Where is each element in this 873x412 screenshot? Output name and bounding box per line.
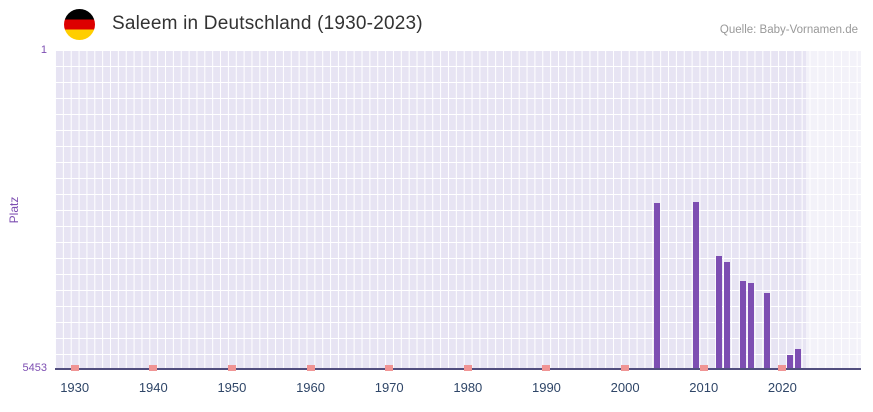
x-tick-label: 1950 bbox=[217, 380, 247, 395]
german-flag-icon bbox=[64, 9, 95, 40]
x-tick-label: 1970 bbox=[374, 380, 404, 395]
chart-title: Saleem in Deutschland (1930-2023) bbox=[112, 13, 423, 34]
x-axis-marker bbox=[463, 365, 472, 371]
x-axis-marker bbox=[149, 365, 158, 371]
rank-bar-2013[interactable] bbox=[724, 262, 731, 368]
x-axis-marker bbox=[542, 365, 551, 371]
x-axis-marker bbox=[306, 365, 315, 371]
x-tick-label: 1940 bbox=[138, 380, 168, 395]
rank-bar-2016[interactable] bbox=[747, 282, 754, 368]
x-axis-marker bbox=[621, 365, 630, 371]
x-tick-label: 1990 bbox=[531, 380, 561, 395]
x-tick-label: 1930 bbox=[60, 380, 90, 395]
x-axis-marker bbox=[699, 365, 708, 371]
rank-bar-2009[interactable] bbox=[692, 202, 699, 368]
recent-years-highlight-band bbox=[805, 50, 861, 368]
y-tick-bottom: 5453 bbox=[22, 362, 47, 374]
x-axis-marker bbox=[70, 365, 79, 371]
rank-bar-2018[interactable] bbox=[763, 293, 770, 368]
x-tick-label: 2000 bbox=[610, 380, 640, 395]
x-axis: 1930 1940 1950 1960 1970 1980 1990 2000 2010 2020 bbox=[55, 380, 861, 404]
rank-bar-2012[interactable] bbox=[716, 255, 723, 368]
source-attribution: Quelle: Baby-Vornamen.de bbox=[719, 24, 858, 36]
x-tick-label: 2020 bbox=[767, 380, 797, 395]
y-axis-label: Platz bbox=[7, 196, 21, 224]
x-tick-label: 1960 bbox=[296, 380, 325, 395]
rank-bar-2022[interactable] bbox=[795, 349, 802, 368]
rank-bar-2015[interactable] bbox=[740, 280, 747, 368]
x-tick-label: 1980 bbox=[453, 380, 483, 395]
rank-bar-2004[interactable] bbox=[653, 202, 660, 368]
x-tick-label: 2010 bbox=[689, 380, 719, 395]
rank-bar-2021[interactable] bbox=[787, 354, 794, 368]
y-tick-top: 1 bbox=[40, 44, 47, 56]
x-axis-marker bbox=[778, 365, 787, 371]
x-axis-marker bbox=[227, 365, 236, 371]
plot-area bbox=[55, 50, 861, 371]
x-axis-marker bbox=[385, 365, 394, 371]
